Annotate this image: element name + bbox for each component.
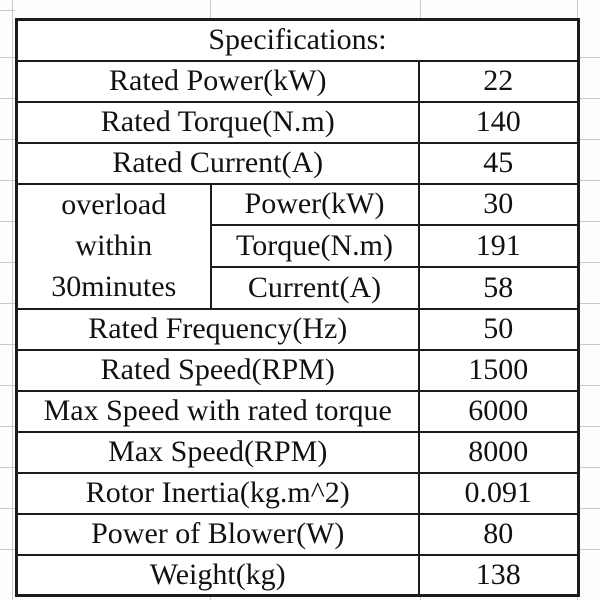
table-row-overload: Current(A) 58 [17, 265, 580, 310]
table-row-header: Specifications: [15, 18, 580, 62]
spec-label-rated-torque: Rated Torque(N.m) [15, 100, 420, 144]
spec-value-rated-frequency: 50 [417, 307, 580, 351]
table-row-overload: overload within 30minutes Power(kW) 30 [15, 182, 580, 310]
spec-label-rated-frequency: Rated Frequency(Hz) [15, 307, 420, 351]
spec-value-rated-torque: 140 [417, 100, 580, 144]
background-gridline [12, 0, 13, 600]
overload-group-cell: overload within 30minutes [15, 182, 212, 310]
spec-label-rated-power: Rated Power(kW) [15, 59, 420, 103]
overload-group-line: within [75, 229, 153, 262]
spec-label-max-speed: Max Speed(RPM) [15, 430, 420, 474]
table-row: Rated Current(A) 45 [15, 141, 580, 185]
overload-group-label: overload within 30minutes [19, 186, 209, 307]
table-row: Rated Torque(N.m) 140 [15, 100, 580, 144]
spec-label-rotor-inertia: Rotor Inertia(kg.m^2) [15, 471, 420, 515]
overload-group-line: overload [61, 188, 167, 221]
table-title: Specifications: [15, 18, 580, 62]
table-row: Max Speed(RPM) 8000 [15, 430, 580, 474]
spec-label-max-speed-rated-torque: Max Speed with rated torque [15, 389, 420, 433]
spec-value-blower-power: 80 [417, 512, 580, 556]
table-row: Rated Speed(RPM) 1500 [15, 348, 580, 392]
spec-value-weight: 138 [417, 553, 580, 597]
table-row: Rotor Inertia(kg.m^2) 0.091 [15, 471, 580, 515]
spec-value-rated-speed: 1500 [417, 348, 580, 392]
overload-label-torque: Torque(N.m) [209, 224, 420, 268]
overload-value-power: 30 [417, 182, 580, 227]
spec-label-rated-speed: Rated Speed(RPM) [15, 348, 420, 392]
overload-value-current: 58 [417, 265, 580, 310]
overload-group-line: 30minutes [51, 270, 177, 303]
table-row: Rated Power(kW) 22 [15, 59, 580, 103]
spec-value-max-speed-rated-torque: 6000 [417, 389, 580, 433]
spec-value-max-speed: 8000 [417, 430, 580, 474]
spec-value-rated-current: 45 [417, 141, 580, 185]
overload-value-torque: 191 [417, 224, 580, 268]
background-gridline [0, 10, 15, 11]
table-row: Max Speed with rated torque 6000 [15, 389, 580, 433]
table-row-overload: Torque(N.m) 191 [17, 224, 580, 268]
spec-label-rated-current: Rated Current(A) [15, 141, 420, 185]
table-row: Rated Frequency(Hz) 50 [15, 307, 580, 351]
overload-label-current: Current(A) [209, 265, 420, 310]
spec-value-rated-power: 22 [417, 59, 580, 103]
spec-value-rotor-inertia: 0.091 [417, 471, 580, 515]
overload-label-power: Power(kW) [209, 182, 420, 227]
table-row: Power of Blower(W) 80 [15, 512, 580, 556]
table-row: Weight(kg) 138 [15, 553, 580, 597]
specifications-table: Specifications: Rated Power(kW) 22 Rated… [15, 18, 581, 597]
spec-label-weight: Weight(kg) [15, 553, 420, 597]
spec-label-blower-power: Power of Blower(W) [15, 512, 420, 556]
